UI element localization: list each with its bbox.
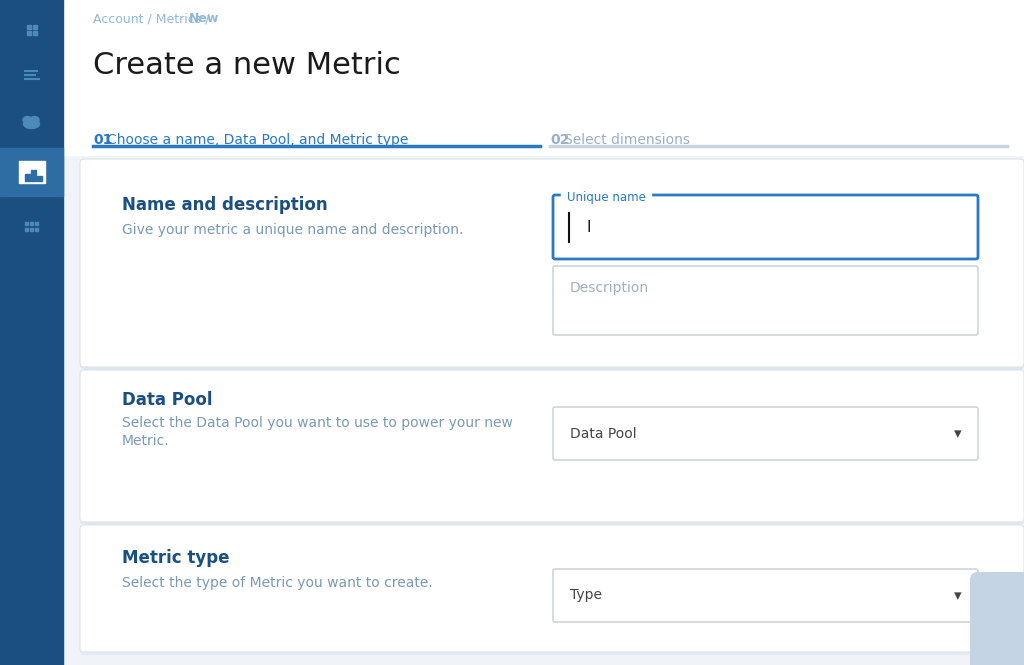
Text: Choose a name, Data Pool, and Metric type: Choose a name, Data Pool, and Metric typ… — [106, 133, 409, 147]
Bar — [63, 0, 1024, 155]
Text: Account / Metrics /: Account / Metrics / — [93, 13, 213, 25]
Text: Create a new Metric: Create a new Metric — [93, 51, 400, 80]
Text: I: I — [587, 219, 592, 235]
Text: New: New — [189, 13, 219, 25]
Text: Description: Description — [570, 281, 649, 295]
Bar — [0, 148, 63, 196]
Bar — [35, 221, 38, 225]
Text: Select dimensions: Select dimensions — [564, 133, 690, 147]
Ellipse shape — [23, 116, 32, 124]
Bar — [31, 170, 36, 181]
Ellipse shape — [30, 116, 39, 124]
Bar — [33, 31, 37, 35]
Bar — [37, 176, 42, 181]
FancyBboxPatch shape — [80, 370, 1024, 522]
Text: Name and description: Name and description — [122, 196, 328, 214]
Bar — [0, 0, 63, 665]
Bar — [30, 227, 33, 231]
Text: Data Pool: Data Pool — [570, 426, 637, 440]
Text: 01: 01 — [93, 133, 113, 147]
Bar — [25, 221, 28, 225]
Bar — [84, 518, 1020, 529]
Text: Select the type of Metric you want to create.: Select the type of Metric you want to cr… — [122, 576, 433, 590]
FancyBboxPatch shape — [80, 159, 1024, 367]
Bar — [84, 363, 1020, 374]
Bar — [35, 227, 38, 231]
Bar — [25, 174, 30, 181]
Text: Select the Data Pool you want to use to power your new: Select the Data Pool you want to use to … — [122, 416, 513, 430]
Bar — [27, 25, 31, 29]
FancyBboxPatch shape — [80, 528, 1024, 655]
Text: Metric type: Metric type — [122, 549, 229, 567]
Text: Data Pool: Data Pool — [122, 391, 213, 409]
FancyBboxPatch shape — [553, 195, 978, 259]
Bar — [27, 31, 31, 35]
Bar — [30, 221, 33, 225]
Text: ▾: ▾ — [954, 426, 962, 441]
Ellipse shape — [24, 120, 40, 128]
Bar — [33, 25, 37, 29]
Text: Give your metric a unique name and description.: Give your metric a unique name and descr… — [122, 223, 464, 237]
FancyBboxPatch shape — [553, 407, 978, 460]
FancyBboxPatch shape — [553, 266, 978, 335]
Text: Unique name: Unique name — [567, 190, 646, 203]
Bar — [25, 227, 28, 231]
Text: Type: Type — [570, 589, 602, 602]
FancyBboxPatch shape — [80, 525, 1024, 652]
Text: Metric.: Metric. — [122, 434, 170, 448]
FancyBboxPatch shape — [80, 162, 1024, 370]
FancyBboxPatch shape — [553, 569, 978, 622]
Bar — [18, 161, 44, 183]
Text: 02: 02 — [550, 133, 569, 147]
FancyBboxPatch shape — [970, 572, 1024, 665]
Text: ▾: ▾ — [954, 588, 962, 603]
FancyBboxPatch shape — [80, 373, 1024, 525]
